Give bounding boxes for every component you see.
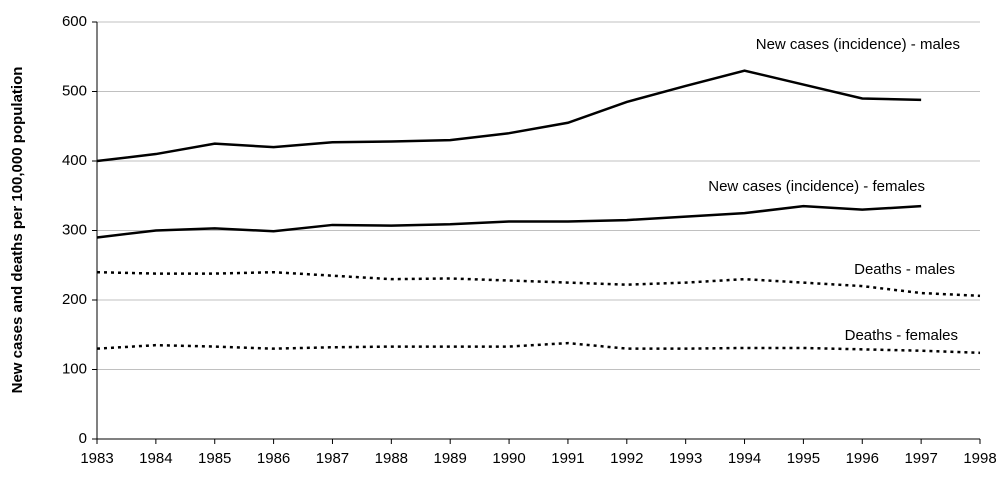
x-tick-label: 1990 — [492, 450, 525, 467]
x-tick-label: 1998 — [963, 450, 996, 467]
y-tick-label: 100 — [62, 360, 87, 377]
x-tick-label: 1985 — [198, 450, 231, 467]
x-tick-label: 1993 — [669, 450, 702, 467]
x-tick-label: 1984 — [139, 450, 172, 467]
x-tick-label: 1983 — [80, 450, 113, 467]
series-line — [96, 204, 922, 239]
series-label: New cases (incidence) - females — [708, 178, 925, 195]
series-label: Deaths - males — [854, 261, 955, 278]
x-tick-label: 1988 — [375, 450, 408, 467]
y-tick-label: 400 — [62, 152, 87, 169]
series-label: New cases (incidence) - males — [756, 36, 960, 53]
x-tick-label: 1992 — [610, 450, 643, 467]
series-line — [96, 341, 981, 355]
y-tick-label: 500 — [62, 82, 87, 99]
x-tick-label: 1997 — [904, 450, 937, 467]
x-tick-label: 1994 — [728, 450, 761, 467]
x-tick-label: 1987 — [316, 450, 349, 467]
series-line — [96, 270, 981, 298]
x-tick-label: 1991 — [551, 450, 584, 467]
x-tick-label: 1996 — [846, 450, 879, 467]
y-axis-label: New cases and deaths per 100,000 populat… — [9, 67, 26, 394]
x-tick-label: 1989 — [434, 450, 467, 467]
series-label: Deaths - females — [845, 327, 958, 344]
y-tick-label: 300 — [62, 221, 87, 238]
x-tick-label: 1986 — [257, 450, 290, 467]
y-tick-label: 600 — [62, 13, 87, 30]
y-tick-label: 200 — [62, 291, 87, 308]
y-tick-label: 0 — [79, 430, 87, 447]
series-line — [96, 69, 922, 163]
x-tick-label: 1995 — [787, 450, 820, 467]
